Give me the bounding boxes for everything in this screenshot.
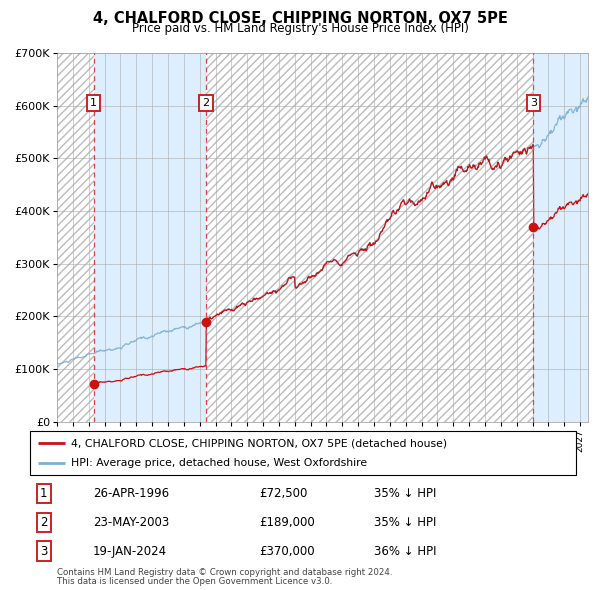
Text: 2: 2 — [202, 98, 209, 108]
Text: 35% ↓ HPI: 35% ↓ HPI — [374, 487, 436, 500]
Text: 2: 2 — [40, 516, 47, 529]
Bar — [533, 53, 588, 422]
Text: 1: 1 — [90, 98, 97, 108]
Text: 19-JAN-2024: 19-JAN-2024 — [93, 545, 167, 558]
Text: 4, CHALFORD CLOSE, CHIPPING NORTON, OX7 5PE: 4, CHALFORD CLOSE, CHIPPING NORTON, OX7 … — [92, 11, 508, 25]
Text: Contains HM Land Registry data © Crown copyright and database right 2024.: Contains HM Land Registry data © Crown c… — [57, 568, 392, 576]
Text: 26-APR-1996: 26-APR-1996 — [93, 487, 169, 500]
Text: Price paid vs. HM Land Registry's House Price Index (HPI): Price paid vs. HM Land Registry's House … — [131, 22, 469, 35]
Text: 4, CHALFORD CLOSE, CHIPPING NORTON, OX7 5PE (detached house): 4, CHALFORD CLOSE, CHIPPING NORTON, OX7 … — [71, 438, 447, 448]
Text: 3: 3 — [40, 545, 47, 558]
Text: 3: 3 — [530, 98, 537, 108]
Text: £370,000: £370,000 — [259, 545, 315, 558]
Text: HPI: Average price, detached house, West Oxfordshire: HPI: Average price, detached house, West… — [71, 458, 367, 468]
Text: 35% ↓ HPI: 35% ↓ HPI — [374, 516, 436, 529]
Text: This data is licensed under the Open Government Licence v3.0.: This data is licensed under the Open Gov… — [57, 577, 332, 586]
Bar — [94, 53, 206, 422]
Text: 36% ↓ HPI: 36% ↓ HPI — [374, 545, 436, 558]
Bar — [206, 53, 533, 422]
Text: £189,000: £189,000 — [259, 516, 315, 529]
FancyBboxPatch shape — [30, 431, 576, 475]
Text: 1: 1 — [40, 487, 47, 500]
Text: £72,500: £72,500 — [259, 487, 308, 500]
Bar — [57, 53, 94, 422]
Text: 23-MAY-2003: 23-MAY-2003 — [93, 516, 169, 529]
